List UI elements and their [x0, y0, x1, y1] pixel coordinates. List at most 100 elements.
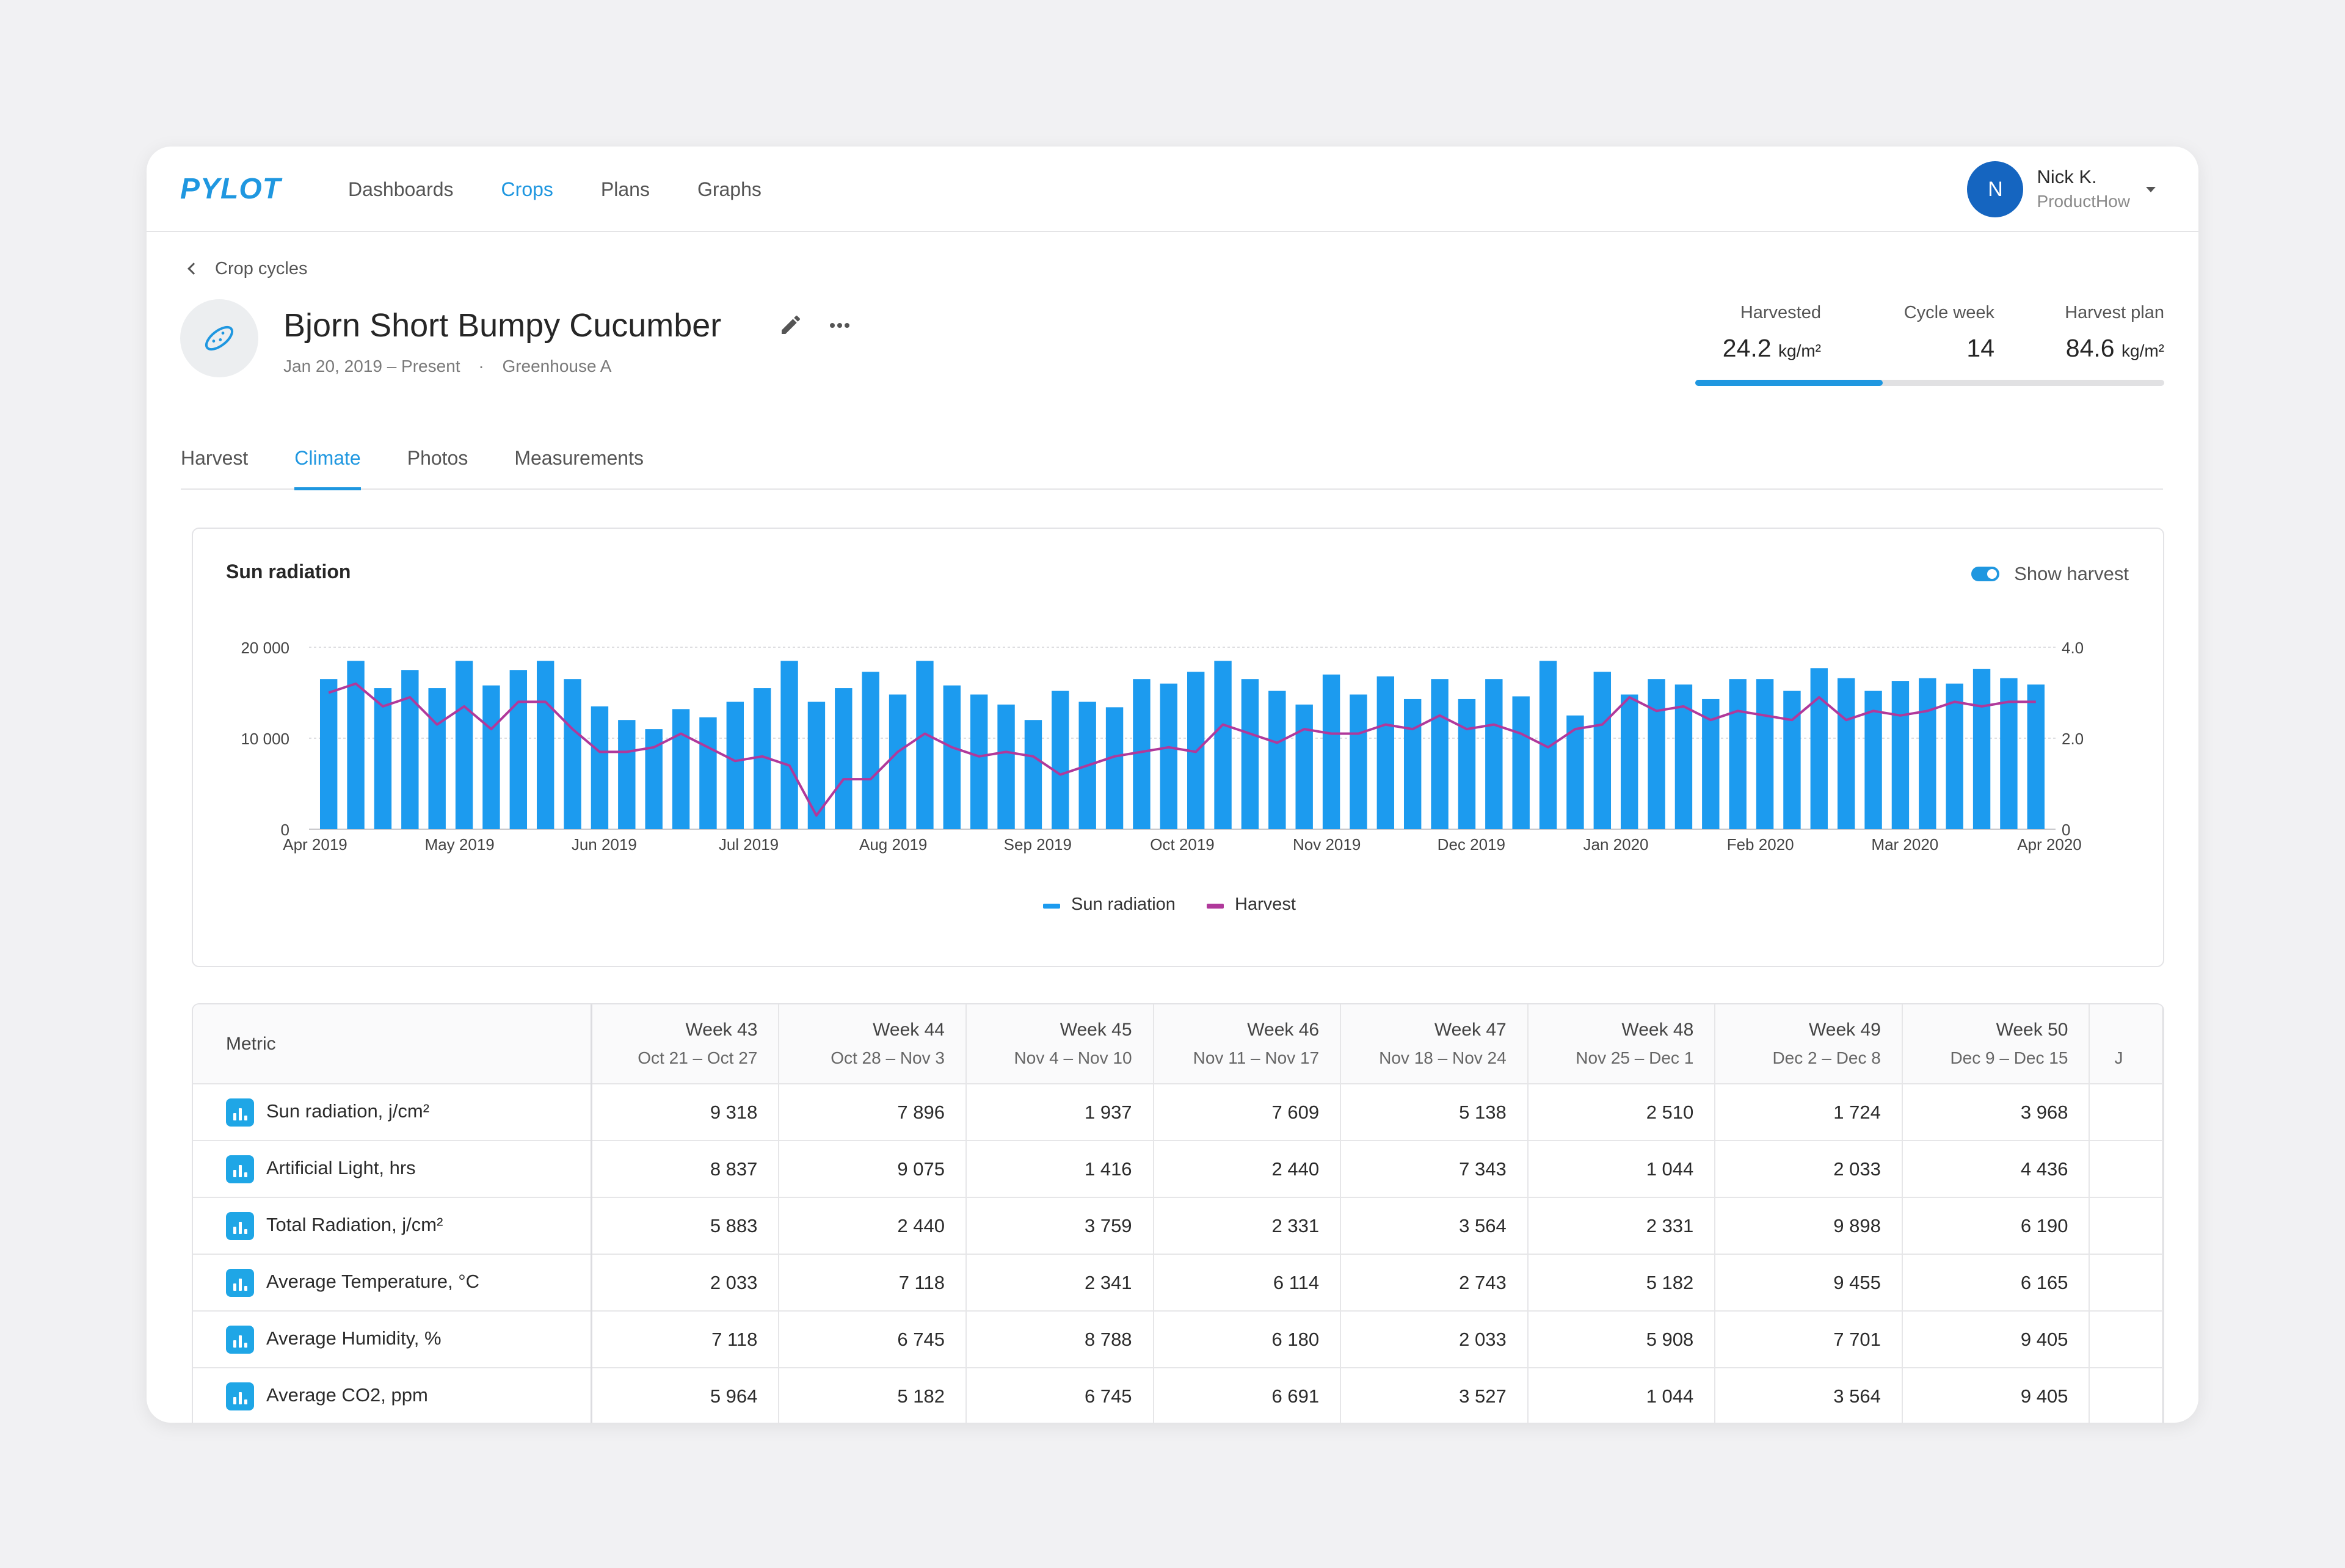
sun-radiation-bar[interactable] — [1946, 683, 1963, 829]
sun-radiation-bar[interactable] — [916, 661, 934, 829]
sun-radiation-bar[interactable] — [1810, 668, 1828, 829]
sun-radiation-bar[interactable] — [699, 717, 717, 829]
back-link[interactable]: Crop cycles — [183, 256, 308, 281]
bar-chart-icon[interactable] — [226, 1155, 254, 1183]
nav-link-graphs[interactable]: Graphs — [697, 178, 762, 200]
sun-radiation-bar[interactable] — [1620, 694, 1638, 829]
user-info: Nick K. ProductHow — [2037, 165, 2130, 214]
sun-radiation-bar[interactable] — [1431, 679, 1449, 829]
sun-radiation-bar[interactable] — [319, 679, 338, 829]
table-row[interactable]: Sun radiation, j/cm² 9 318 7 896 1 937 7 609… — [193, 1084, 2163, 1141]
sun-radiation-bar[interactable] — [1648, 679, 1665, 829]
table-row[interactable]: Average CO2, ppm 5 964 5 182 6 745 6 691 3 52… — [193, 1368, 2163, 1423]
sun-radiation-bar[interactable] — [1403, 699, 1422, 829]
table-row[interactable]: Total Radiation, j/cm² 5 883 2 440 3 759 2 3… — [193, 1197, 2163, 1255]
user-menu[interactable]: N Nick K. ProductHow — [1967, 160, 2156, 219]
value-cell: 6 180 — [1153, 1311, 1342, 1368]
sun-radiation-bar[interactable] — [645, 729, 663, 829]
sun-radiation-bar[interactable] — [970, 694, 988, 829]
sun-radiation-bar[interactable] — [1972, 669, 1991, 829]
sun-radiation-bar[interactable] — [1593, 672, 1612, 829]
sun-radiation-bar[interactable] — [1214, 661, 1232, 829]
sun-radiation-bar[interactable] — [1052, 691, 1069, 829]
sun-radiation-bar[interactable] — [835, 688, 853, 829]
harvest-line[interactable] — [328, 682, 2036, 817]
sun-radiation-bar[interactable] — [536, 661, 554, 829]
chevron-down-icon[interactable] — [2146, 186, 2156, 192]
show-harvest-toggle[interactable]: Show harvest — [1971, 563, 2129, 585]
sun-radiation-bar[interactable] — [1919, 678, 1936, 829]
tab-harvest[interactable]: Harvest — [181, 447, 249, 469]
sun-radiation-bar[interactable] — [455, 661, 473, 829]
sun-radiation-bar[interactable] — [1376, 676, 1395, 829]
edit-pencil-icon[interactable] — [779, 313, 803, 340]
avatar[interactable]: N — [1967, 161, 2024, 217]
sun-radiation-bar[interactable] — [943, 685, 961, 829]
sun-radiation-bar[interactable] — [1891, 681, 1910, 829]
nav-link-crops[interactable]: Crops — [501, 178, 553, 200]
metric-cell: Total Radiation, j/cm² — [193, 1197, 593, 1255]
sun-radiation-bar[interactable] — [807, 702, 826, 829]
sun-radiation-bar[interactable] — [1756, 679, 1774, 829]
sun-radiation-bar[interactable] — [889, 694, 907, 829]
sun-radiation-bar[interactable] — [1350, 694, 1367, 829]
metric-cell: Sun radiation, j/cm² — [193, 1084, 593, 1141]
bar-chart-icon[interactable] — [226, 1211, 254, 1240]
sun-radiation-bar[interactable] — [564, 679, 581, 829]
value-cell: 7 118 — [779, 1254, 967, 1312]
value-cell: 6 691 — [1153, 1368, 1342, 1423]
sun-radiation-bar[interactable] — [2027, 684, 2045, 829]
sun-radiation-bar[interactable] — [618, 720, 636, 829]
table-row[interactable]: Average Humidity, % 7 118 6 745 8 788 6 180 2… — [193, 1311, 2163, 1368]
tab-measurements[interactable]: Measurements — [514, 447, 644, 469]
value-cell: 2 033 — [1340, 1311, 1529, 1368]
sun-radiation-bar[interactable] — [482, 685, 500, 829]
sun-radiation-bar[interactable] — [997, 704, 1015, 829]
sun-radiation-bar[interactable] — [1105, 707, 1124, 829]
nav-link-plans[interactable]: Plans — [600, 178, 650, 200]
week-label: Week 47 — [1434, 1019, 1507, 1040]
sun-radiation-bar[interactable] — [1458, 699, 1476, 829]
sun-radiation-bar[interactable] — [1729, 679, 1747, 829]
sun-radiation-bar[interactable] — [1268, 691, 1286, 829]
sun-radiation-bar[interactable] — [509, 670, 528, 829]
sun-radiation-bar[interactable] — [1322, 674, 1340, 829]
sun-radiation-bar[interactable] — [374, 688, 392, 829]
sun-radiation-bar[interactable] — [1512, 696, 1530, 829]
table-row[interactable]: Artificial Light, hrs 8 837 9 075 1 416 2 44… — [193, 1141, 2163, 1198]
nav-link-dashboards[interactable]: Dashboards — [348, 178, 454, 200]
sun-radiation-bar[interactable] — [726, 702, 744, 829]
tab-photos[interactable]: Photos — [407, 447, 468, 469]
pylot-logo[interactable]: PYLOT — [180, 173, 282, 205]
sun-radiation-bar[interactable] — [591, 706, 609, 829]
sun-radiation-bar[interactable] — [862, 672, 879, 829]
sun-radiation-bar[interactable] — [1160, 683, 1178, 829]
sun-radiation-bar[interactable] — [1024, 720, 1042, 829]
sun-radiation-bar[interactable] — [1241, 679, 1259, 829]
sun-radiation-bar[interactable] — [1783, 691, 1801, 829]
value-cell: 1 044 — [1527, 1368, 1716, 1423]
value-cell: 7 118 — [591, 1311, 780, 1368]
sun-radiation-bar[interactable] — [1295, 704, 1313, 829]
y-right-tick-label: 2.0 — [2062, 730, 2084, 748]
sun-radiation-bar[interactable] — [780, 661, 798, 829]
bar-chart-icon[interactable] — [226, 1268, 254, 1297]
more-options-icon[interactable] — [829, 321, 851, 332]
sun-radiation-bar[interactable] — [401, 670, 419, 829]
metric-cell: Artificial Light, hrs — [193, 1141, 593, 1198]
tab-climate[interactable]: Climate — [294, 440, 362, 490]
sun-radiation-bar[interactable] — [1485, 679, 1503, 829]
sun-radiation-bar[interactable] — [672, 709, 690, 829]
bar-chart-icon[interactable] — [226, 1098, 254, 1127]
sun-radiation-bar[interactable] — [1837, 678, 1855, 829]
table-row[interactable]: Average Temperature, °C 2 033 7 118 2 341 6 … — [193, 1254, 2163, 1312]
sun-radiation-bar[interactable] — [1133, 679, 1151, 829]
chevron-left-icon — [187, 263, 200, 275]
week-label: Week 46 — [1247, 1019, 1320, 1040]
bar-chart-icon[interactable] — [226, 1325, 254, 1354]
toggle-switch[interactable] — [1971, 567, 2000, 581]
sun-radiation-bar[interactable] — [428, 688, 446, 829]
metric-cell: Average Humidity, % — [193, 1311, 593, 1368]
bar-chart-icon[interactable] — [226, 1382, 254, 1410]
value-cell: 2 440 — [779, 1197, 967, 1255]
